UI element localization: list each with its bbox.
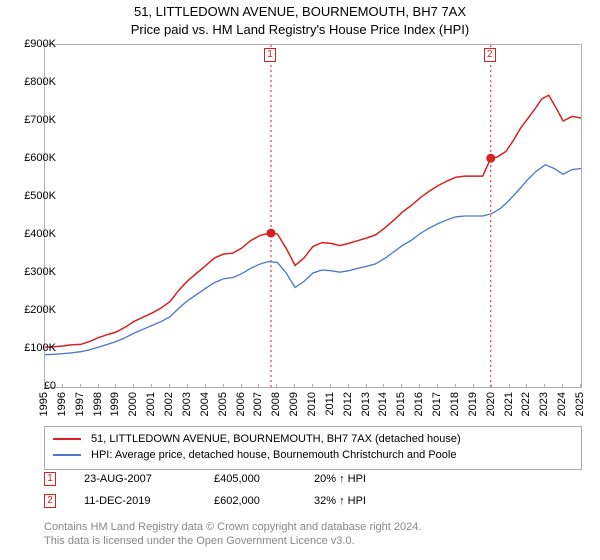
x-axis-label: 2024 — [556, 392, 568, 416]
x-axis-label: 2006 — [235, 392, 247, 416]
transaction-pct: 20% ↑ HPI — [314, 473, 414, 485]
y-axis-label: £900K — [16, 38, 56, 50]
x-axis-label: 2014 — [377, 392, 389, 416]
series-line-price_paid — [45, 95, 581, 347]
legend-row: 51, LITTLEDOWN AVENUE, BOURNEMOUTH, BH7 … — [53, 431, 573, 447]
legend-swatch — [53, 438, 81, 440]
x-axis-label: 2008 — [270, 392, 282, 416]
x-axis-label: 2002 — [163, 392, 175, 416]
transaction-marker-icon: 1 — [44, 472, 56, 486]
x-axis-label: 2025 — [574, 392, 586, 416]
y-axis-label: £0 — [16, 380, 56, 392]
chart-title-line1: 51, LITTLEDOWN AVENUE, BOURNEMOUTH, BH7 … — [0, 4, 600, 19]
y-axis-label: £500K — [16, 190, 56, 202]
x-axis-label: 2004 — [199, 392, 211, 416]
x-axis-label: 2010 — [306, 392, 318, 416]
x-axis-label: 1998 — [92, 392, 104, 416]
y-axis-label: £300K — [16, 266, 56, 278]
x-axis-label: 2012 — [342, 392, 354, 416]
footer: Contains HM Land Registry data © Crown c… — [44, 520, 421, 548]
x-axis-label: 1995 — [38, 392, 50, 416]
x-axis-label: 2022 — [520, 392, 532, 416]
y-axis-label: £700K — [16, 114, 56, 126]
transaction-dot — [267, 229, 276, 238]
x-axis-label: 2023 — [538, 392, 550, 416]
y-axis-label: £400K — [16, 228, 56, 240]
transaction-price: £602,000 — [214, 495, 314, 507]
legend-label: HPI: Average price, detached house, Bour… — [91, 449, 456, 461]
legend-row: HPI: Average price, detached house, Bour… — [53, 447, 573, 463]
x-axis-label: 2001 — [145, 392, 157, 416]
plot-svg — [45, 45, 581, 387]
x-axis-label: 2015 — [395, 392, 407, 416]
x-axis-label: 2005 — [217, 392, 229, 416]
x-axis-label: 1997 — [74, 392, 86, 416]
x-axis-label: 2017 — [431, 392, 443, 416]
transaction-marker-icon: 2 — [44, 494, 56, 508]
footer-line2: This data is licensed under the Open Gov… — [44, 534, 421, 548]
transaction-price: £405,000 — [214, 473, 314, 485]
x-axis-label: 2003 — [181, 392, 193, 416]
x-axis-label: 2007 — [252, 392, 264, 416]
transaction-dot — [486, 154, 495, 163]
transaction-marker-label: 1 — [264, 48, 276, 62]
y-axis-label: £800K — [16, 76, 56, 88]
chart-container: 51, LITTLEDOWN AVENUE, BOURNEMOUTH, BH7 … — [0, 0, 600, 560]
x-axis-label: 2019 — [467, 392, 479, 416]
transaction-row: 2 11-DEC-2019 £602,000 32% ↑ HPI — [44, 492, 414, 510]
legend: 51, LITTLEDOWN AVENUE, BOURNEMOUTH, BH7 … — [44, 426, 582, 470]
x-axis-label: 2016 — [413, 392, 425, 416]
transaction-pct: 32% ↑ HPI — [314, 495, 414, 507]
transaction-marker-label: 2 — [484, 48, 496, 62]
plot-area — [44, 44, 582, 388]
x-axis-label: 2013 — [360, 392, 372, 416]
y-axis-label: £600K — [16, 152, 56, 164]
transaction-date: 11-DEC-2019 — [84, 495, 214, 507]
x-axis-label: 1999 — [109, 392, 121, 416]
x-axis-label: 2021 — [503, 392, 515, 416]
transaction-date: 23-AUG-2007 — [84, 473, 214, 485]
legend-label: 51, LITTLEDOWN AVENUE, BOURNEMOUTH, BH7 … — [91, 433, 461, 445]
chart-title-line2: Price paid vs. HM Land Registry's House … — [0, 22, 600, 37]
x-axis-label: 2011 — [324, 392, 336, 416]
x-axis-label: 1996 — [56, 392, 68, 416]
x-axis-label: 2020 — [485, 392, 497, 416]
footer-line1: Contains HM Land Registry data © Crown c… — [44, 520, 421, 534]
x-axis-label: 2000 — [127, 392, 139, 416]
y-axis-label: £200K — [16, 304, 56, 316]
legend-swatch — [53, 454, 81, 456]
y-axis-label: £100K — [16, 342, 56, 354]
transaction-row: 1 23-AUG-2007 £405,000 20% ↑ HPI — [44, 470, 414, 488]
x-axis-label: 2018 — [449, 392, 461, 416]
x-axis-label: 2009 — [288, 392, 300, 416]
